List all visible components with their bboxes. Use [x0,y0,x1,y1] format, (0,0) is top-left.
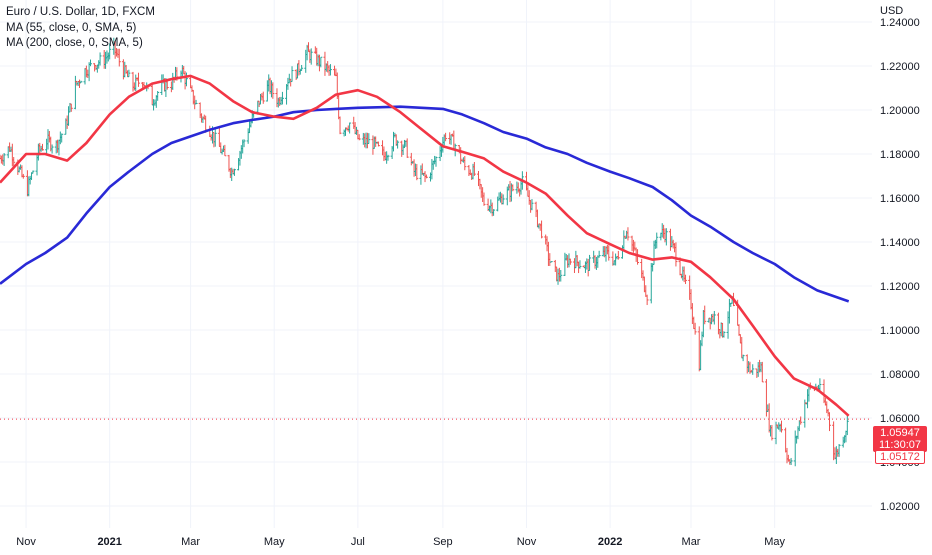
x-tick-label: 2021 [97,536,121,548]
y-tick-label: 1.24000 [880,17,920,29]
x-tick-label: Mar [682,536,701,548]
x-tick-label: 2022 [598,536,622,548]
time-axis: Nov 2021 Mar May Jul Sep Nov 2022 Mar May [16,536,785,548]
y-tick-label: 1.06000 [880,413,920,425]
y-tick-label: 1.18000 [880,149,920,161]
prev-close-tag: 1.05172 [875,450,925,464]
ma200-line [0,105,850,303]
x-tick-label: Mar [181,536,200,548]
y-tick-label: 1.08000 [880,369,920,381]
x-tick-label: May [764,536,785,548]
last-price-value: 1.05947 [880,427,920,439]
countdown-timer: 11:30:07 [878,439,921,451]
x-tick-label: Nov [517,536,537,548]
y-tick-label: 1.12000 [880,281,920,293]
x-tick-label: Sep [433,536,453,548]
y-tick-label: 1.02000 [880,501,920,513]
x-tick-label: Nov [16,536,36,548]
x-tick-label: Jul [351,536,365,548]
last-price-tag: 1.05947 11:30:07 [873,426,927,452]
grid [0,0,872,528]
ma55-line [0,74,850,417]
y-tick-label: 1.14000 [880,237,920,249]
currency-label: USD [880,5,904,17]
price-axis: 1.020001.040001.060001.080001.100001.120… [880,17,920,513]
y-tick-label: 1.16000 [880,193,920,205]
y-tick-label: 1.20000 [880,105,920,117]
ma200-line-group [0,105,850,303]
x-tick-label: May [264,536,285,548]
ma55-line-group [0,74,850,417]
y-tick-label: 1.22000 [880,61,920,73]
chart-legend: Euro / U.S. Dollar, 1D, FXCM MA (55, clo… [6,5,155,52]
ma55-legend[interactable]: MA (55, close, 0, SMA, 5) [6,21,137,34]
price-bars [0,37,849,467]
symbol-title[interactable]: Euro / U.S. Dollar, 1D, FXCM [6,6,155,18]
ma200-legend[interactable]: MA (200, close, 0, SMA, 5) [6,37,143,49]
y-tick-label: 1.10000 [880,325,920,337]
